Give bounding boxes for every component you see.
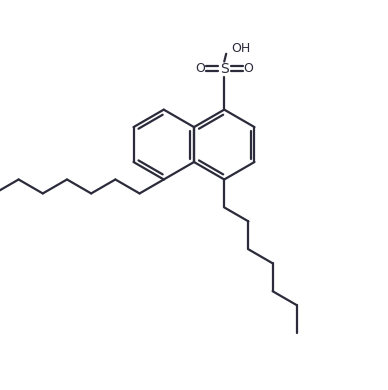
Text: S: S bbox=[220, 62, 229, 76]
Text: OH: OH bbox=[231, 42, 251, 55]
Text: O: O bbox=[243, 62, 253, 75]
Text: O: O bbox=[195, 62, 205, 75]
